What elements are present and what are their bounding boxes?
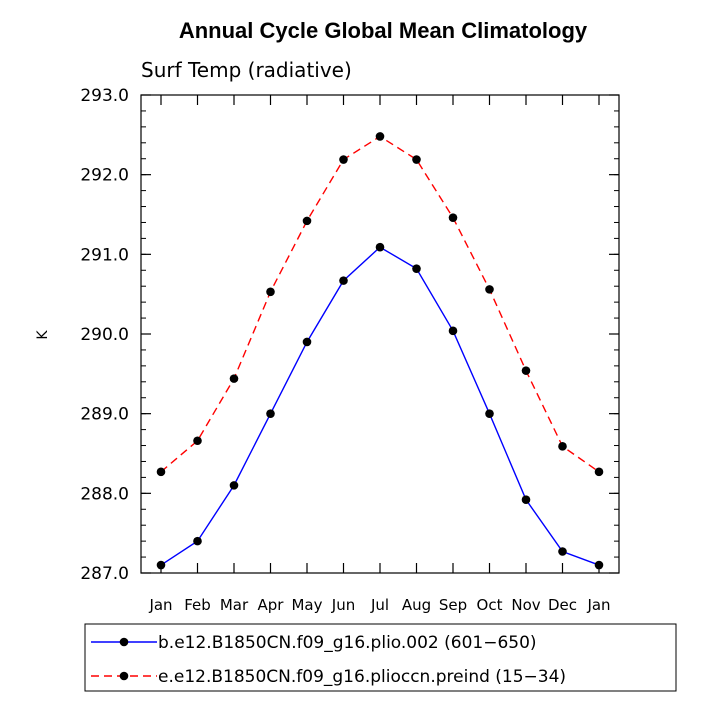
legend-box — [84, 623, 677, 692]
data-point-series2 — [193, 436, 202, 446]
y-tick-label: 287.0 — [80, 564, 129, 584]
data-point-series2 — [412, 155, 421, 164]
data-point-series2 — [594, 467, 604, 477]
data-point-series2 — [485, 285, 494, 294]
series-layer — [156, 132, 604, 570]
series-line-1 — [160, 246, 600, 566]
data-point-series2 — [558, 442, 567, 451]
data-point-series2 — [375, 132, 385, 141]
data-point-series2 — [448, 213, 458, 222]
chart-subtitle: Surf Temp (radiative) — [141, 58, 352, 82]
x-tick-label: Aug — [402, 596, 431, 614]
data-point-series1 — [485, 409, 494, 418]
chart-title: Annual Cycle Global Mean Climatology — [179, 18, 588, 43]
x-tick-label: Feb — [184, 596, 211, 614]
y-tick-label: 290.0 — [80, 325, 129, 345]
legend-label-1: b.e12.B1850CN.f09_g16.plio.002 (601−650) — [158, 633, 537, 653]
axis-ticks — [141, 94, 619, 574]
x-tick-label: Dec — [548, 596, 577, 614]
x-tick-label: Nov — [511, 596, 540, 614]
legend-marker-2 — [119, 671, 129, 681]
legend-label-2: e.e12.B1850CN.f09_g16.plioccn.preind (15… — [158, 667, 566, 687]
data-point-series2 — [156, 467, 166, 477]
x-tick-label: Jul — [370, 596, 389, 614]
data-point-series2 — [521, 366, 531, 375]
y-tick-label: 289.0 — [80, 405, 129, 425]
data-point-series1 — [266, 409, 275, 418]
data-point-series1 — [412, 264, 421, 273]
y-tick-label: 288.0 — [80, 484, 129, 504]
y-tick-label: 291.0 — [80, 245, 129, 265]
data-point-series2 — [229, 374, 239, 383]
data-point-series1 — [448, 326, 458, 336]
data-point-series1 — [302, 337, 312, 347]
data-point-series1 — [594, 560, 604, 570]
x-tick-labels: Jan Feb Mar Apr May Jun Jul Aug Sep Oct Nov Dec Jan — [148, 596, 610, 614]
data-point-series1 — [558, 547, 567, 556]
x-tick-label: May — [291, 596, 322, 614]
x-tick-label: Apr — [258, 596, 285, 614]
plot-frame — [140, 94, 620, 574]
data-point-series2 — [339, 155, 348, 164]
y-tick-label: 293.0 — [80, 86, 129, 106]
data-point-series1 — [193, 536, 202, 546]
y-tick-label: 292.0 — [80, 166, 129, 186]
x-tick-label: Sep — [439, 596, 467, 614]
x-tick-label: Jun — [331, 596, 355, 614]
x-tick-label: Mar — [220, 596, 249, 614]
data-point-series2 — [266, 287, 275, 297]
x-tick-label: Jan — [586, 596, 610, 614]
data-point-series1 — [339, 276, 348, 285]
data-point-series2 — [302, 216, 312, 226]
x-tick-label: Oct — [477, 596, 503, 614]
legend-marker-1 — [119, 637, 129, 647]
y-axis-label: K — [35, 330, 51, 340]
y-tick-labels: 287.0 288.0 289.0 290.0 291.0 292.0 293.0 — [80, 86, 129, 584]
data-point-series1 — [229, 481, 239, 490]
data-point-series1 — [521, 495, 531, 505]
legend: b.e12.B1850CN.f09_g16.plio.002 (601−650)… — [91, 633, 566, 687]
series-line-2 — [160, 135, 600, 473]
data-point-series1 — [156, 560, 166, 570]
x-tick-label: Jan — [148, 596, 172, 614]
data-point-series1 — [375, 242, 385, 252]
